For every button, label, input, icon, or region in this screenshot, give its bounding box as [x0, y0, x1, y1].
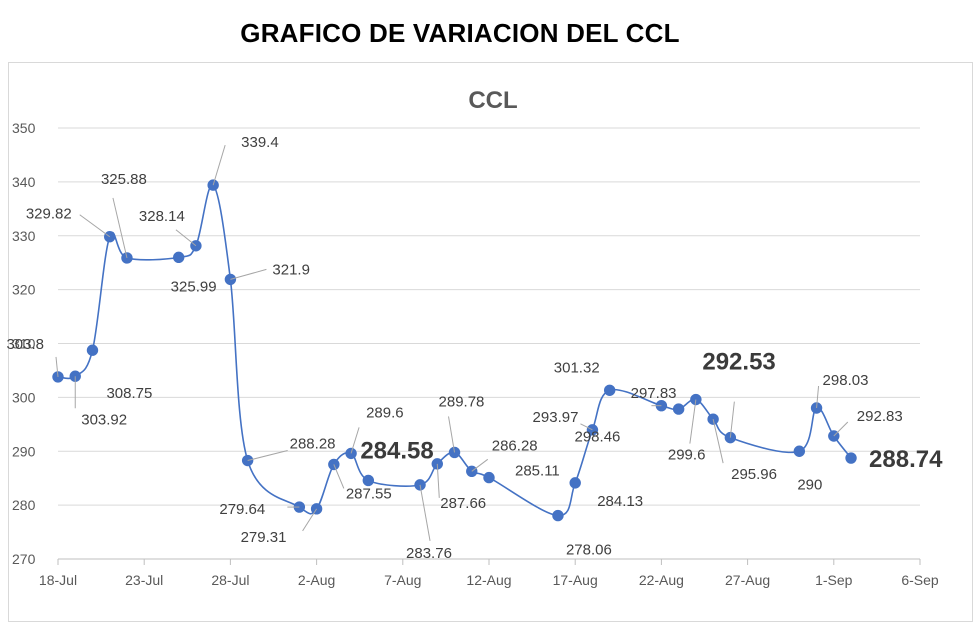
y-tick-label: 350 — [12, 120, 36, 136]
data-point — [414, 479, 426, 491]
label-leader — [448, 416, 456, 453]
data-label: 285.11 — [515, 463, 560, 480]
x-tick-label: 7-Aug — [384, 572, 421, 588]
label-leader — [212, 144, 226, 186]
label-leader — [419, 484, 431, 541]
data-point — [483, 471, 495, 484]
grid-lines — [57, 127, 921, 565]
x-tick-label: 18-Jul — [39, 572, 77, 588]
data-point — [603, 384, 616, 396]
data-point — [362, 474, 375, 487]
label-leader — [712, 419, 724, 464]
data-label: 303.92 — [81, 411, 127, 428]
data-label: 298.46 — [575, 429, 621, 446]
data-label: 292.83 — [857, 408, 903, 425]
data-label: 328.14 — [139, 208, 185, 225]
data-label: 329.82 — [26, 206, 72, 223]
data-label: 303.8 — [6, 336, 44, 353]
data-label: 295.96 — [731, 466, 777, 483]
data-point — [569, 477, 581, 489]
x-tick-label: 2-Aug — [298, 572, 335, 588]
data-point — [552, 509, 564, 522]
data-label: 279.31 — [241, 529, 287, 546]
label-leader — [580, 423, 593, 431]
label-leader — [729, 401, 735, 438]
data-point — [328, 458, 340, 471]
data-label: 339.4 — [241, 134, 279, 151]
x-tick-label: 23-Jul — [125, 572, 163, 588]
label-leader — [79, 214, 111, 238]
data-label: 298.03 — [823, 372, 869, 389]
data-label: 283.76 — [406, 545, 452, 562]
data-label: 284.13 — [597, 493, 643, 510]
data-label: 293.97 — [533, 409, 579, 426]
label-leader — [247, 450, 288, 462]
data-label: 289.78 — [439, 393, 485, 410]
label-leader — [350, 427, 360, 454]
data-point — [310, 503, 323, 515]
y-tick-label: 270 — [12, 551, 36, 567]
data-label: 308.75 — [106, 385, 152, 402]
data-label: 301.32 — [554, 359, 600, 376]
x-axis-tick-labels: 18-Jul 23-Jul 28-Jul 2-Aug 7-Aug 12-Aug 17-Aug… — [39, 572, 939, 588]
series-line — [57, 184, 852, 517]
data-label: 325.88 — [101, 171, 147, 188]
data-label: 299.6 — [668, 447, 706, 464]
x-tick-label: 1-Sep — [815, 572, 853, 588]
label-leader — [302, 508, 318, 532]
x-tick-label: 27-Aug — [725, 572, 770, 588]
data-labels: 303.8 303.92 308.75 329.82 325.88 325.99 328.1… — [6, 134, 943, 562]
y-tick-label: 320 — [12, 282, 36, 298]
label-leader — [333, 464, 345, 489]
data-label: 321.9 — [272, 261, 310, 278]
label-leader — [689, 399, 697, 444]
data-label: 288.28 — [290, 436, 336, 453]
data-label: 292.53 — [702, 349, 775, 376]
y-tick-label: 290 — [12, 443, 36, 459]
label-leader — [816, 385, 820, 409]
x-tick-label: 28-Jul — [211, 572, 249, 588]
data-label: 297.83 — [631, 385, 677, 402]
data-point — [86, 344, 99, 356]
label-leader — [112, 197, 128, 259]
data-label: 279.64 — [219, 501, 265, 518]
data-point — [172, 251, 185, 264]
label-leader — [833, 421, 849, 437]
data-label: 289.6 — [366, 404, 404, 421]
y-tick-label: 330 — [12, 228, 36, 244]
data-point — [793, 445, 806, 457]
chart-title: CCL — [468, 87, 517, 114]
data-point — [845, 452, 857, 464]
data-label: 288.74 — [869, 446, 943, 473]
data-label: 325.99 — [171, 278, 217, 295]
y-tick-label: 340 — [12, 174, 36, 190]
label-leader-lines — [55, 144, 849, 541]
label-leader — [175, 229, 197, 247]
data-label: 287.66 — [440, 495, 486, 512]
label-leader — [55, 356, 59, 377]
x-tick-label: 22-Aug — [639, 572, 684, 588]
x-tick-label: 12-Aug — [466, 572, 511, 588]
y-tick-label: 310 — [12, 336, 36, 352]
y-tick-label: 280 — [12, 497, 36, 513]
page-title: GRAFICO DE VARIACION DEL CCL — [240, 18, 680, 48]
data-label: 290 — [797, 476, 822, 493]
y-axis-tick-labels: 270 280 290 300 310 320 330 340 350 — [12, 120, 36, 567]
data-point — [121, 252, 133, 264]
chart-frame — [8, 62, 973, 622]
data-label: 287.55 — [346, 485, 392, 502]
x-tick-label: 17-Aug — [553, 572, 598, 588]
data-point — [672, 403, 685, 415]
data-label: 286.28 — [492, 437, 538, 454]
label-leader — [230, 268, 267, 280]
x-tick-label: 6-Sep — [901, 572, 939, 588]
label-leader — [436, 463, 440, 498]
data-label: 284.58 — [360, 437, 433, 464]
data-label: 278.06 — [566, 542, 612, 559]
label-leader — [471, 458, 489, 472]
y-tick-label: 300 — [12, 389, 36, 405]
